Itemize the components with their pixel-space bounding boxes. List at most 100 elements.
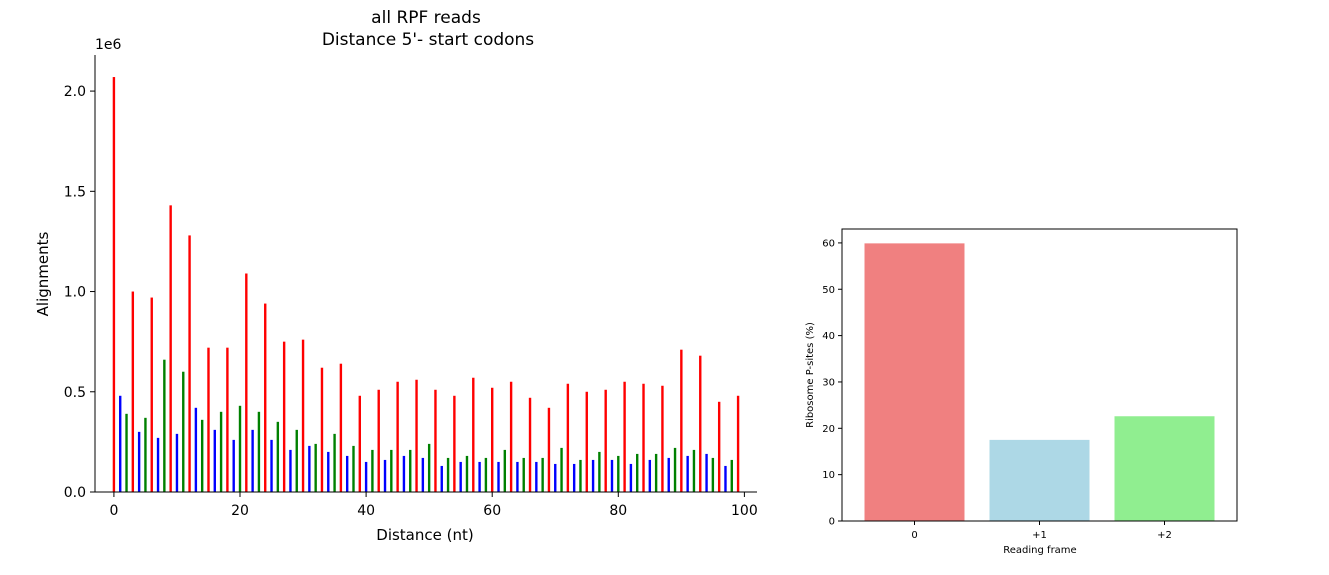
bar bbox=[453, 395, 456, 492]
bar bbox=[440, 465, 443, 492]
reading-frame-chart: 0 10 20 30 40 50 60 0 +1 +2 Reading frame Riboso… bbox=[805, 228, 1238, 556]
bar bbox=[623, 381, 626, 492]
bar bbox=[636, 453, 639, 492]
y-axis-label: Ribosome P-sites (%) bbox=[805, 322, 816, 428]
bar bbox=[257, 411, 261, 492]
bar bbox=[226, 347, 229, 492]
chart-subtitle: Distance 5'- start codons bbox=[322, 30, 534, 50]
bar bbox=[717, 401, 721, 492]
bar bbox=[295, 429, 298, 492]
bar bbox=[1114, 416, 1215, 521]
y-ticks: 0.0 0.5 1.0 1.5 2.0 bbox=[64, 84, 95, 501]
bar bbox=[705, 453, 708, 492]
x-tick-label: 0 bbox=[109, 503, 118, 519]
bar bbox=[585, 391, 588, 492]
bar bbox=[339, 363, 343, 492]
bar bbox=[320, 367, 324, 492]
bar bbox=[446, 457, 450, 492]
bar bbox=[213, 429, 216, 492]
y-axis-label: Alignments bbox=[34, 231, 52, 316]
bar bbox=[528, 397, 532, 492]
y-tick-label: 40 bbox=[822, 331, 835, 342]
y-ticks: 0 10 20 30 40 50 60 bbox=[822, 238, 842, 528]
y-tick-label: 60 bbox=[822, 238, 835, 249]
bar bbox=[434, 389, 437, 492]
bar bbox=[276, 421, 280, 492]
x-axis-label: Distance (nt) bbox=[376, 526, 473, 544]
bar bbox=[163, 359, 166, 492]
bar bbox=[491, 387, 494, 492]
y-tick-label: 30 bbox=[822, 377, 835, 388]
bar bbox=[617, 455, 620, 492]
bar bbox=[654, 453, 658, 492]
bar bbox=[535, 461, 538, 492]
bar bbox=[736, 395, 740, 492]
bar bbox=[156, 437, 160, 492]
bar bbox=[390, 449, 393, 492]
bar-group bbox=[112, 77, 740, 492]
bar bbox=[711, 457, 715, 492]
bar bbox=[112, 77, 116, 492]
bar bbox=[137, 431, 141, 492]
x-tick-label: 0 bbox=[911, 530, 917, 541]
bar bbox=[497, 461, 500, 492]
bar bbox=[333, 433, 336, 492]
bar bbox=[383, 459, 387, 492]
bar bbox=[308, 445, 311, 492]
bar bbox=[478, 461, 481, 492]
bar bbox=[547, 407, 551, 492]
bar bbox=[566, 383, 570, 492]
x-tick-label: 20 bbox=[231, 503, 249, 519]
bar bbox=[699, 355, 702, 492]
bar bbox=[396, 381, 399, 492]
bar bbox=[402, 455, 406, 492]
bar bbox=[175, 433, 179, 492]
x-tick-label: 80 bbox=[609, 503, 627, 519]
bar bbox=[724, 465, 727, 492]
bar bbox=[730, 459, 733, 492]
bar bbox=[289, 449, 292, 492]
bar bbox=[864, 243, 965, 521]
bar bbox=[459, 461, 462, 492]
bar bbox=[125, 413, 128, 492]
bar bbox=[150, 297, 153, 492]
chart-title: all RPF reads bbox=[371, 8, 481, 28]
bar bbox=[465, 455, 469, 492]
x-tick-label: +2 bbox=[1157, 530, 1172, 541]
bar bbox=[522, 457, 525, 492]
bar bbox=[604, 389, 607, 492]
y-tick-label: 2.0 bbox=[64, 84, 86, 100]
bar bbox=[579, 459, 582, 492]
x-tick-label: +1 bbox=[1032, 530, 1047, 541]
bar bbox=[692, 449, 696, 492]
bar bbox=[516, 461, 519, 492]
bar bbox=[270, 439, 273, 492]
bar bbox=[421, 457, 425, 492]
bar bbox=[560, 447, 563, 492]
bar bbox=[352, 445, 355, 492]
bar bbox=[686, 455, 689, 492]
bar bbox=[572, 463, 576, 492]
bar bbox=[251, 429, 254, 492]
bar bbox=[345, 455, 349, 492]
bar bbox=[194, 407, 198, 492]
bar bbox=[364, 461, 368, 492]
bar bbox=[358, 395, 361, 492]
bar bbox=[314, 443, 317, 492]
x-tick-label: 40 bbox=[357, 503, 375, 519]
y-tick-label: 0 bbox=[829, 517, 835, 528]
bar bbox=[648, 459, 652, 492]
bar bbox=[282, 341, 286, 492]
bar bbox=[409, 449, 412, 492]
bar bbox=[598, 451, 601, 492]
bar bbox=[541, 457, 544, 492]
bar bbox=[131, 291, 135, 492]
bar bbox=[301, 339, 305, 492]
bar bbox=[629, 463, 633, 492]
bar bbox=[661, 385, 664, 492]
y-tick-label: 10 bbox=[822, 470, 835, 481]
bar bbox=[642, 383, 645, 492]
y-tick-label: 0.0 bbox=[64, 485, 86, 501]
bar bbox=[484, 457, 488, 492]
